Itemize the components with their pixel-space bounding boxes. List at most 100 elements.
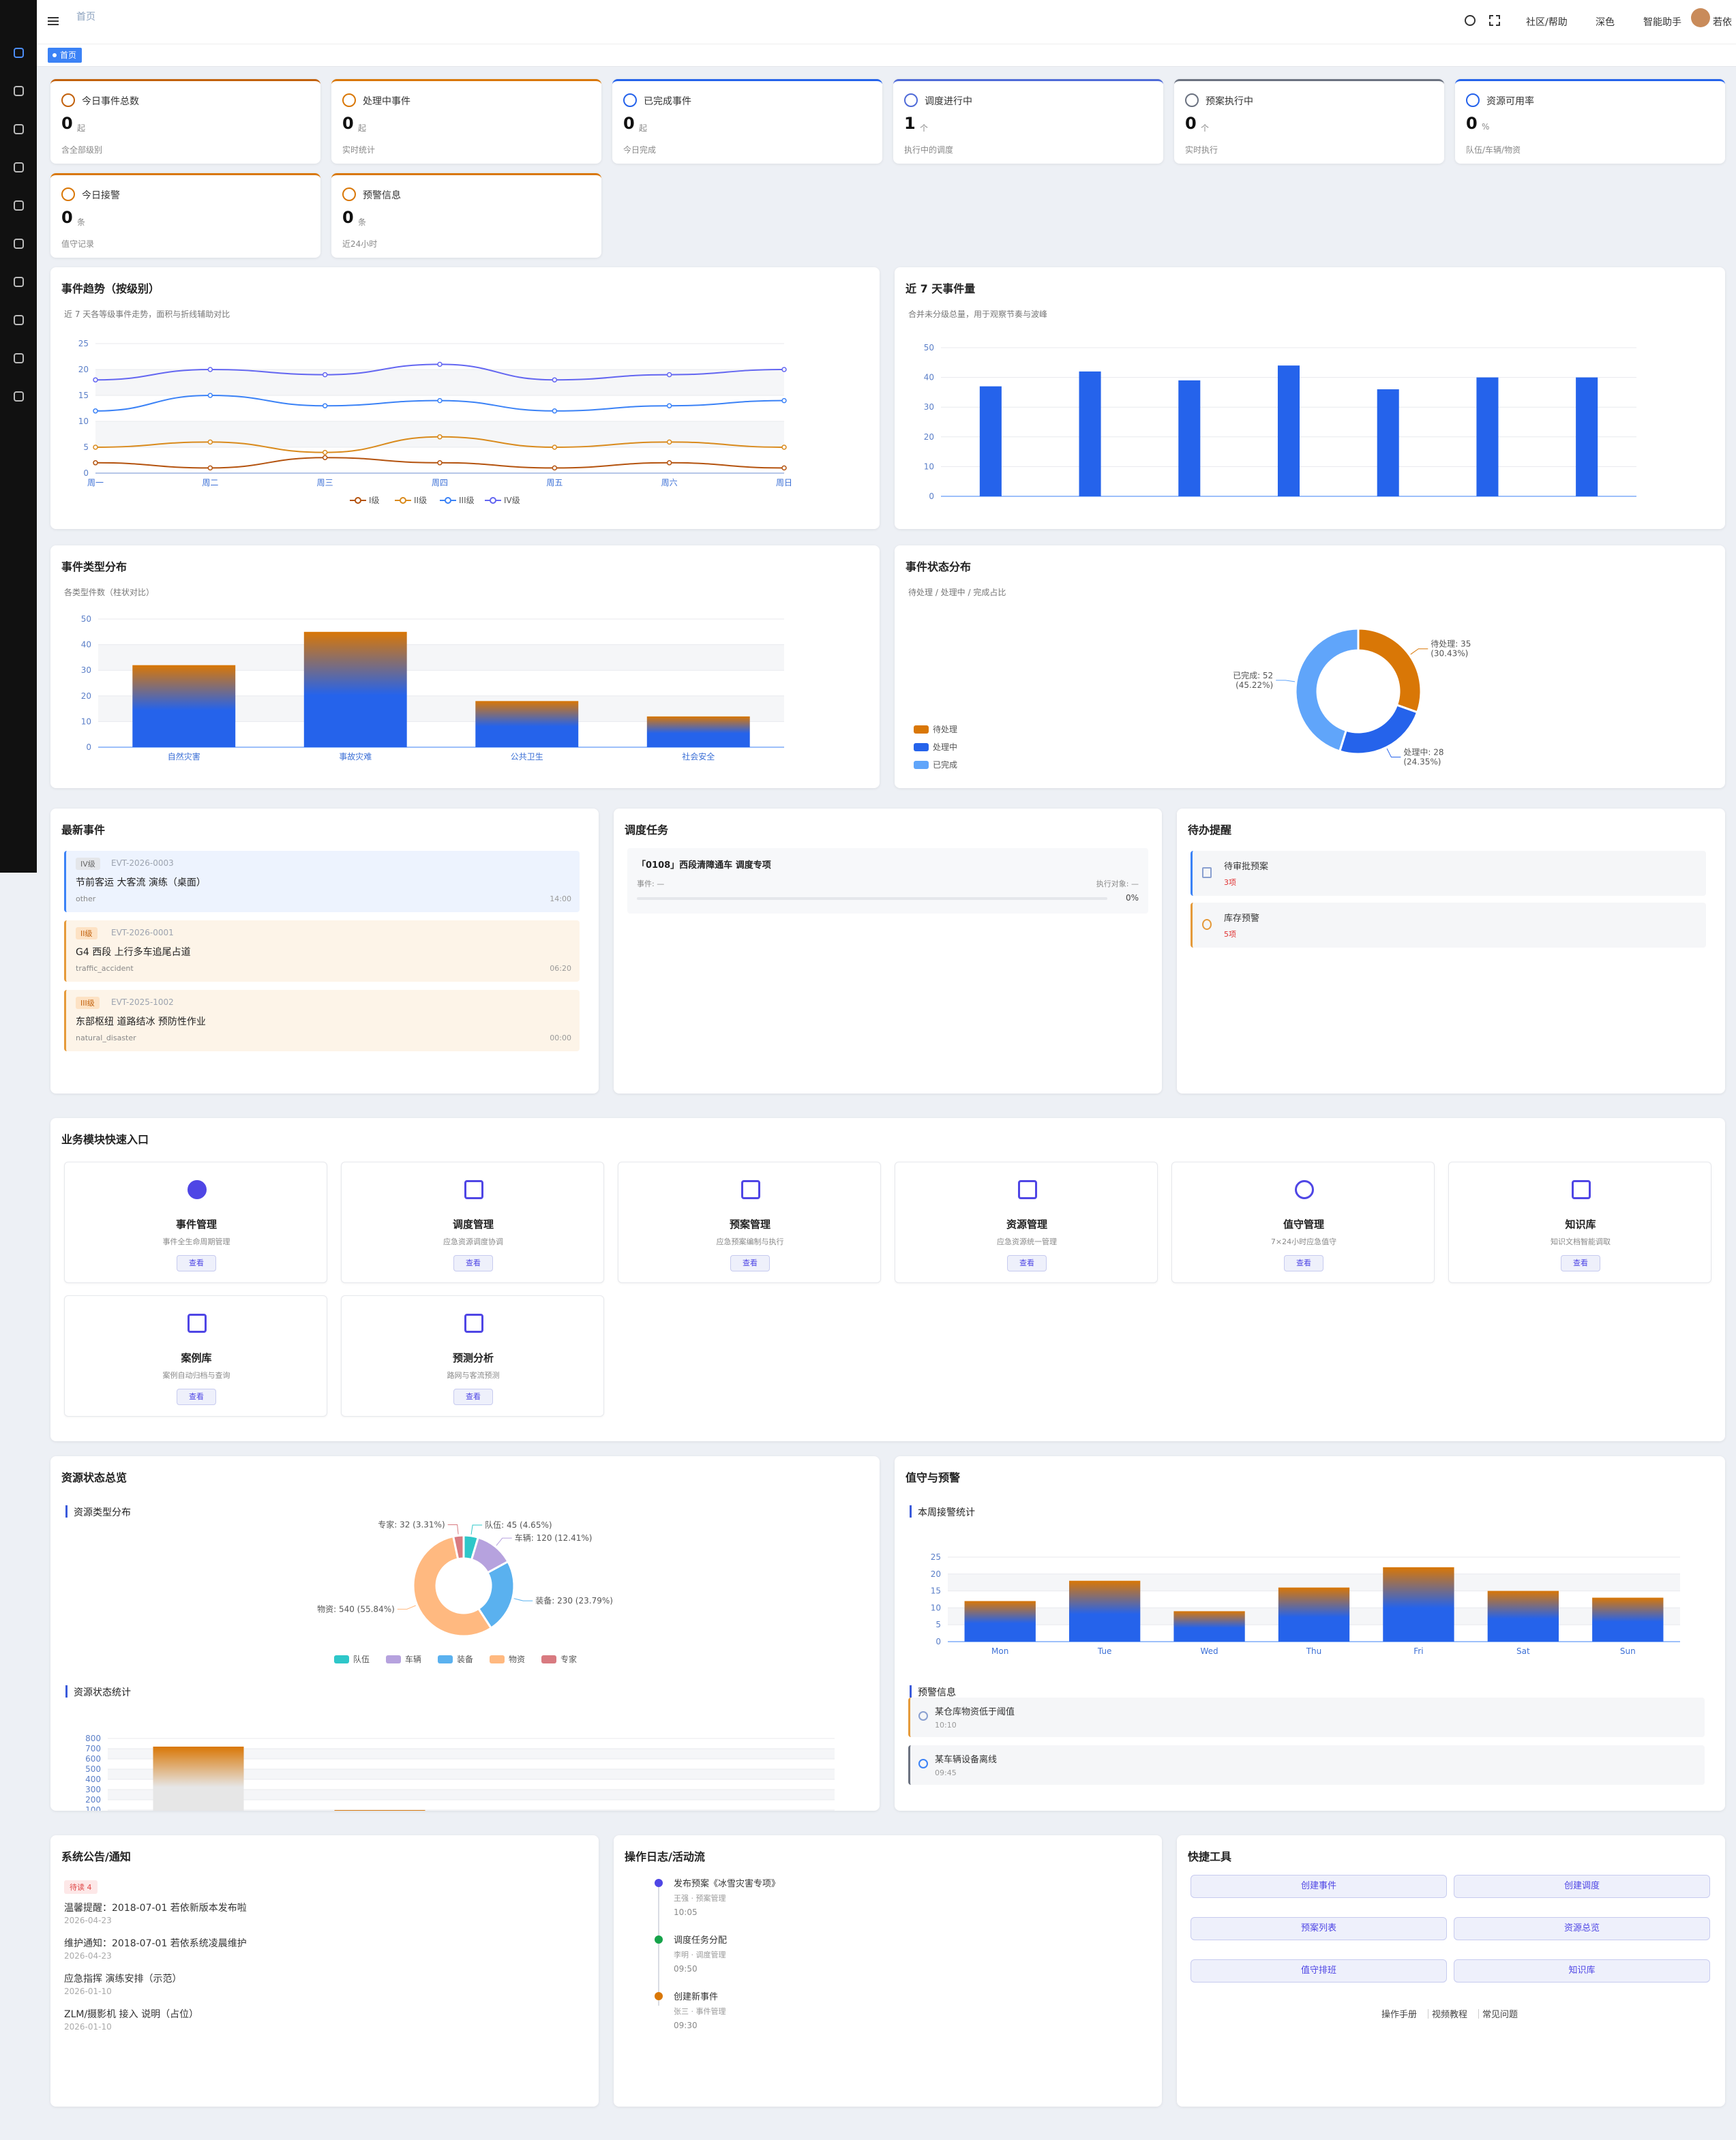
module-tile[interactable]: 知识库 知识文档智能调取 查看 (1448, 1162, 1711, 1283)
bar (303, 631, 407, 747)
bar (1278, 1587, 1350, 1642)
series-line (95, 394, 785, 412)
card-title: 值守与预警 (906, 1471, 961, 1484)
point (781, 367, 787, 372)
module-tile[interactable]: 预测分析 路网与客流预测 查看 (341, 1295, 604, 1417)
tabs-bar (37, 44, 1736, 67)
module-button[interactable]: 查看 (1284, 1255, 1323, 1271)
breadcrumb[interactable]: 首页 (76, 12, 95, 22)
nav-icon[interactable] (14, 162, 24, 172)
menu-toggle-line[interactable] (48, 24, 59, 25)
tool-button[interactable]: 创建事件 (1191, 1875, 1447, 1898)
todo-item[interactable]: 库存预警 5项 (1191, 903, 1706, 948)
chart: 队伍: 45 (4.65%) 车辆: 120 (12.41%) 装备: 230 (2… (317, 1519, 613, 1664)
tool-button[interactable]: 知识库 (1454, 1959, 1710, 1983)
module-button[interactable]: 查看 (1561, 1255, 1600, 1271)
todo-count: 3项 (1224, 878, 1236, 887)
fullscreen-icon[interactable] (1489, 15, 1500, 26)
tool-link[interactable]: 操作手册 (1381, 2010, 1418, 2020)
nav-icon[interactable] (14, 391, 24, 402)
header-tool[interactable]: 智能助手 (1643, 17, 1681, 28)
event-title: G4 西段 上行多车追尾占道 (76, 947, 191, 958)
nav-icon[interactable] (14, 315, 24, 325)
x-tick-label: 事故灾难 (339, 751, 372, 762)
stat-value: 0 (342, 208, 354, 227)
search-icon[interactable] (1465, 15, 1476, 26)
module-icon (1018, 1180, 1037, 1199)
tool-button[interactable]: 创建调度 (1454, 1875, 1710, 1898)
module-desc: 案例自动归档与查询 (162, 1371, 230, 1380)
module-name: 事件管理 (175, 1218, 217, 1231)
y-tick-label: 700 (85, 1744, 101, 1753)
log-meta: 李明 · 调度管理 (674, 1950, 726, 1959)
tool-button[interactable]: 值守排班 (1191, 1959, 1447, 1983)
module-name: 资源管理 (1006, 1218, 1047, 1231)
point (93, 460, 98, 466)
tool-link[interactable]: 视频教程 (1432, 2010, 1468, 2020)
module-tile[interactable]: 事件管理 事件全生命周期管理 查看 (64, 1162, 327, 1283)
label-line (470, 1524, 483, 1535)
card: 值守与预警 本周接警统计 0 5 10 15 20 25 Mon Tue Wed Thu Fri Sat S… (895, 1456, 1725, 1811)
notice-title[interactable]: 温馨提醒：2018-07-01 若依新版本发布啦 (64, 1903, 247, 1914)
notice-date: 2026-04-23 (64, 1916, 112, 1925)
event-item[interactable]: IV级 EVT-2026-0003 节前客运 大客流 演练（桌面） other 14:0… (64, 851, 580, 912)
bar (1383, 1567, 1454, 1642)
module-button[interactable]: 查看 (1007, 1255, 1047, 1271)
avatar[interactable] (1691, 8, 1710, 27)
point (93, 444, 98, 450)
legend-marker (400, 497, 406, 504)
header-tool[interactable]: 若依 (1713, 17, 1732, 28)
module-tile[interactable]: 值守管理 7×24小时应急值守 查看 (1171, 1162, 1435, 1283)
header-tool[interactable]: 深色 (1596, 17, 1615, 28)
header-tool[interactable]: 社区/帮助 (1526, 17, 1568, 28)
todo-item[interactable]: 待审批预案 3项 (1191, 851, 1706, 896)
x-tick-label: Sat (1516, 1646, 1530, 1656)
notice-date: 2026-01-10 (64, 1987, 112, 1996)
module-button[interactable]: 查看 (453, 1255, 493, 1271)
module-tile[interactable]: 资源管理 应急资源统一管理 查看 (895, 1162, 1158, 1283)
tool-button[interactable]: 预案列表 (1191, 1917, 1447, 1940)
menu-toggle-line[interactable] (48, 17, 59, 18)
event-item[interactable]: II级 EVT-2026-0001 G4 西段 上行多车追尾占道 traffic_ac… (64, 920, 580, 982)
module-name: 预测分析 (452, 1352, 494, 1364)
module-button[interactable]: 查看 (453, 1389, 493, 1405)
module-name: 值守管理 (1283, 1218, 1324, 1231)
module-button[interactable]: 查看 (730, 1255, 770, 1271)
nav-icon[interactable] (14, 277, 24, 287)
module-button[interactable]: 查看 (177, 1255, 216, 1271)
legend-label: I级 (369, 496, 380, 505)
y-tick-label: 20 (78, 365, 89, 374)
nav-icon[interactable] (14, 353, 24, 363)
slice-label: 待处理: 35 (1431, 639, 1471, 649)
module-tile[interactable]: 调度管理 应急资源调度协调 查看 (341, 1162, 604, 1283)
card: 调度任务 「0108」西段清障通车 调度专项 事件: — 执行对象: — 0% (614, 809, 1162, 1094)
tab[interactable]: 首页 (48, 48, 83, 63)
notice-title[interactable]: ZLM/摄影机 接入 说明（占位） (64, 2009, 199, 2020)
x-tick-label: 公共卫生 (511, 752, 543, 762)
nav-icon[interactable] (14, 239, 24, 249)
dispatch-item[interactable]: 「0108」西段清障通车 调度专项 事件: — 执行对象: — 0% (627, 848, 1148, 914)
warning-item[interactable]: 某车辆设备离线 09:45 (908, 1745, 1705, 1785)
warning-item[interactable]: 某仓库物资低于阈值 10:10 (908, 1698, 1705, 1737)
x-tick-label: 周四 (432, 478, 448, 487)
stat-note: 队伍/车辆/物资 (1466, 145, 1521, 155)
tool-button[interactable]: 资源总览 (1454, 1917, 1710, 1940)
tool-link[interactable]: 常见问题 (1482, 2010, 1518, 2020)
slice-label: 物资: 540 (55.84%) (317, 1604, 395, 1614)
nav-icon[interactable] (14, 48, 24, 58)
legend-label: 车辆 (405, 1654, 421, 1664)
y-tick-label: 5 (936, 1620, 941, 1629)
nav-icon[interactable] (14, 124, 24, 134)
card-title: 系统公告/通知 (61, 1850, 131, 1863)
module-tile[interactable]: 预案管理 应急预案编制与执行 查看 (618, 1162, 881, 1283)
nav-icon[interactable] (14, 86, 24, 96)
stat-label: 今日事件总数 (82, 96, 139, 107)
event-item[interactable]: III级 EVT-2025-1002 东部枢纽 道路结冰 预防性作业 natural_… (64, 990, 580, 1051)
menu-toggle-line[interactable] (48, 20, 59, 22)
notice-title[interactable]: 应急指挥 演练安排（示范） (64, 1974, 182, 1985)
module-tile[interactable]: 案例库 案例自动归档与查询 查看 (64, 1295, 327, 1417)
notice-title[interactable]: 维护通知：2018-07-01 若依系统凌晨维护 (64, 1938, 247, 1949)
nav-icon[interactable] (14, 200, 24, 211)
module-button[interactable]: 查看 (177, 1389, 216, 1405)
